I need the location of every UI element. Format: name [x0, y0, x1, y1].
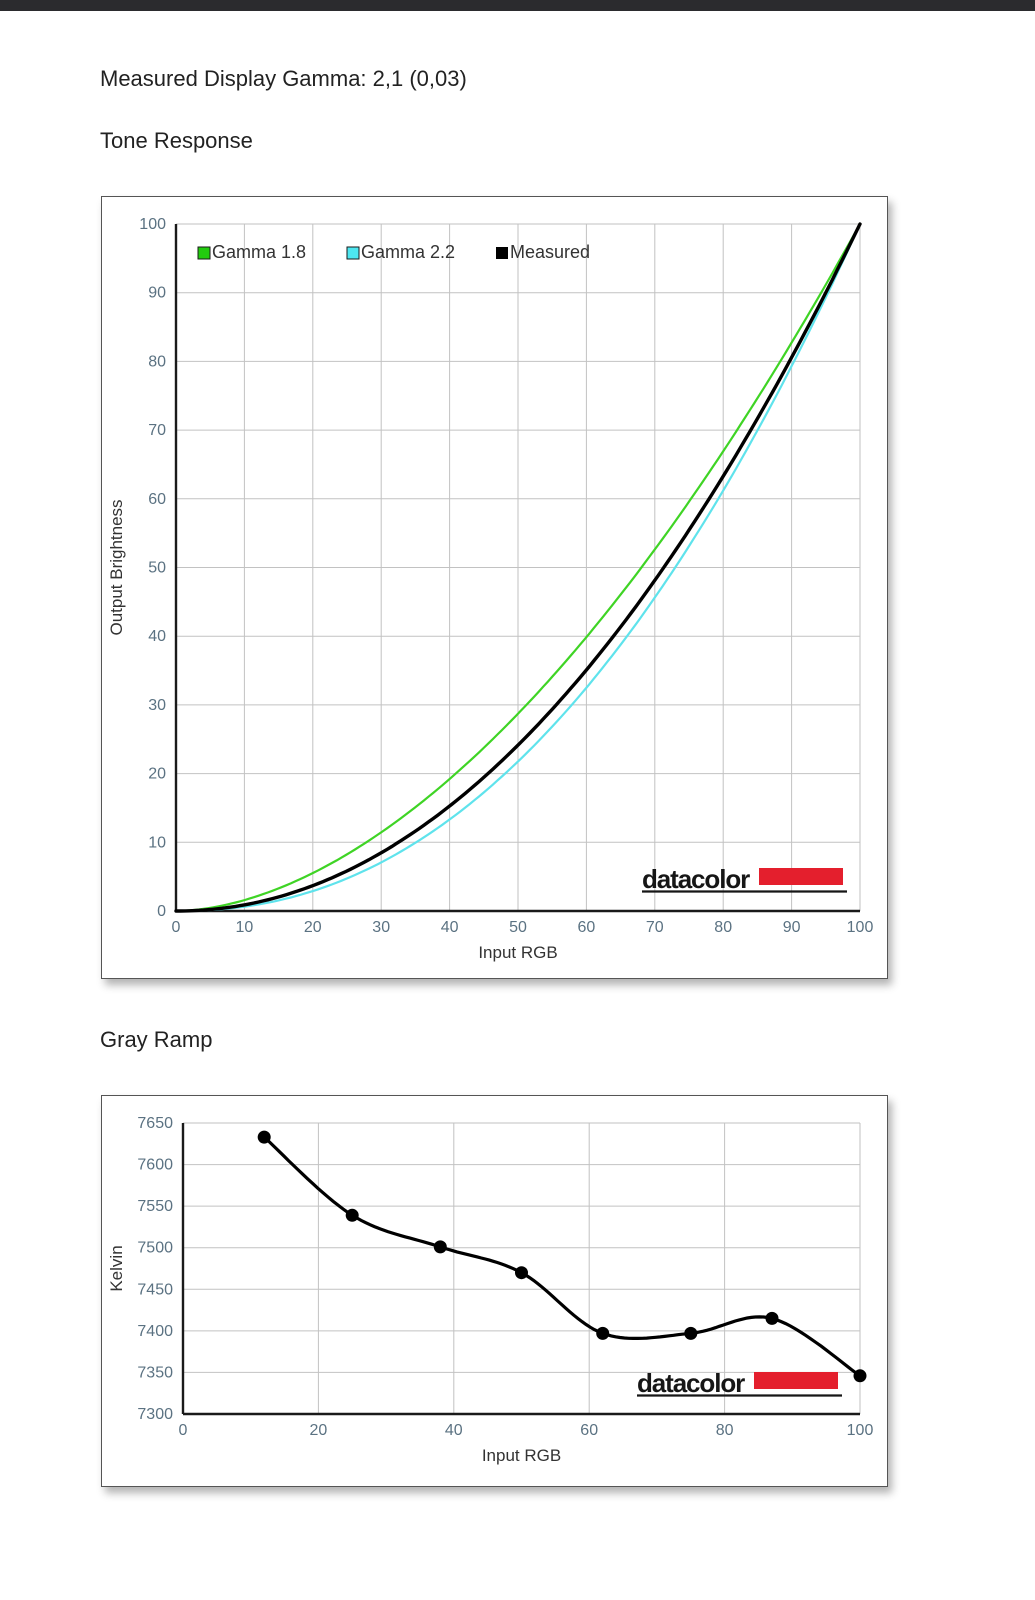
svg-text:0: 0	[179, 1422, 188, 1439]
svg-text:datacolor: datacolor	[642, 864, 750, 894]
svg-text:Gamma 1.8: Gamma 1.8	[212, 242, 306, 262]
svg-text:Input RGB: Input RGB	[482, 1446, 561, 1465]
svg-text:70: 70	[646, 919, 664, 936]
svg-text:0: 0	[157, 903, 166, 920]
svg-text:7350: 7350	[137, 1364, 173, 1381]
svg-text:40: 40	[445, 1422, 463, 1439]
svg-text:80: 80	[148, 353, 166, 370]
svg-text:7550: 7550	[137, 1198, 173, 1215]
svg-text:100: 100	[847, 1422, 874, 1439]
svg-text:Kelvin: Kelvin	[107, 1245, 126, 1291]
svg-text:50: 50	[509, 919, 527, 936]
svg-text:90: 90	[783, 919, 801, 936]
svg-text:Input RGB: Input RGB	[478, 943, 557, 962]
svg-text:7600: 7600	[137, 1157, 173, 1174]
svg-text:40: 40	[148, 628, 166, 645]
svg-text:100: 100	[139, 216, 166, 233]
svg-text:40: 40	[441, 919, 459, 936]
svg-text:30: 30	[372, 919, 390, 936]
svg-text:60: 60	[578, 919, 596, 936]
svg-text:20: 20	[304, 919, 322, 936]
svg-text:7450: 7450	[137, 1281, 173, 1298]
svg-text:20: 20	[310, 1422, 328, 1439]
svg-text:70: 70	[148, 422, 166, 439]
svg-text:90: 90	[148, 285, 166, 302]
svg-text:30: 30	[148, 697, 166, 714]
svg-text:80: 80	[714, 919, 732, 936]
svg-text:Gamma 2.2: Gamma 2.2	[361, 242, 455, 262]
svg-text:20: 20	[148, 766, 166, 783]
svg-text:7500: 7500	[137, 1240, 173, 1257]
svg-text:7400: 7400	[137, 1323, 173, 1340]
svg-text:100: 100	[847, 919, 874, 936]
svg-text:50: 50	[148, 560, 166, 577]
svg-text:0: 0	[172, 919, 181, 936]
svg-text:Output Brightness: Output Brightness	[107, 499, 126, 635]
svg-text:60: 60	[148, 491, 166, 508]
svg-text:Measured: Measured	[510, 242, 590, 262]
svg-text:80: 80	[716, 1422, 734, 1439]
svg-text:10: 10	[236, 919, 254, 936]
svg-text:7300: 7300	[137, 1406, 173, 1423]
svg-text:datacolor: datacolor	[637, 1368, 745, 1398]
svg-text:7650: 7650	[137, 1115, 173, 1132]
svg-text:10: 10	[148, 834, 166, 851]
svg-text:60: 60	[580, 1422, 598, 1439]
